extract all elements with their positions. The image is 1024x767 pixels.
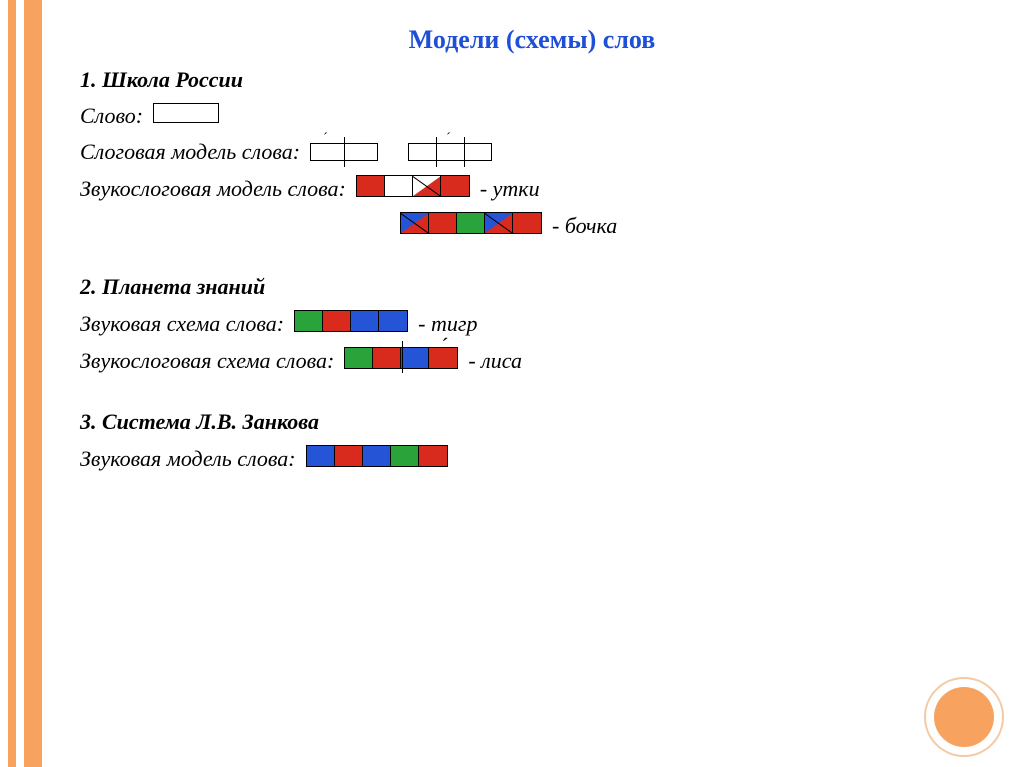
section2-syllsound-line: Звукослоговая схема слова: ´ - лиса [80,347,984,374]
section2-sound-label: Звуковая схема слова: [80,311,284,337]
section1-heading-text: 1. Школа России [80,67,243,93]
section2-sound-line: Звуковая схема слова: - тигр [80,310,984,337]
syll-sound-lisa: ´ [344,347,458,374]
word-bochka: - бочка [552,213,617,239]
section1-sound-line-1: Звукослоговая модель слова: - утки [80,175,984,202]
section1-heading: 1. Школа России [80,67,984,93]
section1-word-label: Слово: [80,103,143,129]
section3-heading-text: 3. Система Л.В. Занкова [80,409,319,435]
corner-circle [934,687,994,747]
section1-word-line: Слово: [80,103,984,129]
word-rect [153,103,219,129]
section1-sound-line-2: - бочка [80,212,984,239]
section2-syllsound-label: Звукослоговая схема слова: [80,348,334,374]
section3-label: Звуковая модель слова: [80,446,296,472]
sound-model-bochka [400,212,542,239]
slide-title: Модели (схемы) слов [80,25,984,55]
word-utki: - утки [480,176,540,202]
side-stripe-thick [24,0,42,767]
section1-syll-label: Слоговая модель слова: [80,139,300,165]
sound-model-zankov [306,445,448,472]
slide-content: Модели (схемы) слов 1. Школа России Слов… [80,25,984,472]
section2-heading: 2. Планета знаний [80,274,984,300]
section3-line: Звуковая модель слова: [80,445,984,472]
word-lisa: - лиса [468,348,522,374]
syllable-models: ´´ [310,143,492,161]
section3-heading: 3. Система Л.В. Занкова [80,409,984,435]
sound-scheme-tigr [294,310,408,337]
section1-syll-line: Слоговая модель слова: ´´ [80,139,984,165]
section2-heading-text: 2. Планета знаний [80,274,265,300]
side-stripe-thin [8,0,16,767]
section1-sound-label: Звукослоговая модель слова: [80,176,346,202]
sound-model-utki [356,175,470,202]
